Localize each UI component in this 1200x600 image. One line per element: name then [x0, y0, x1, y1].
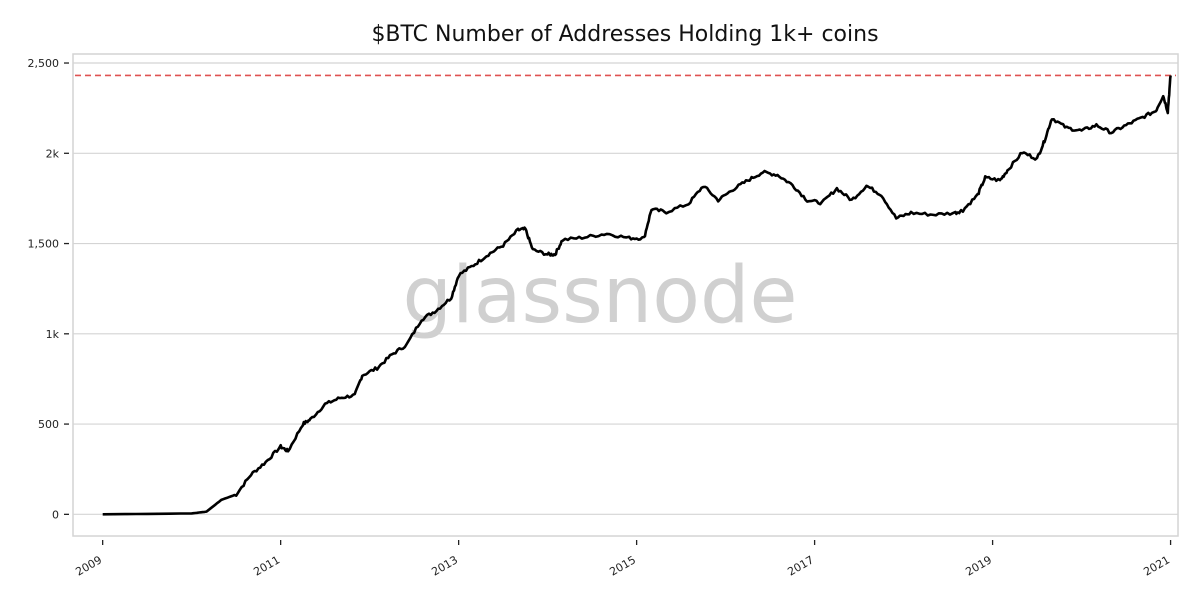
- x-tick-label: 2021: [1141, 553, 1172, 578]
- y-tick-label: 1,500: [28, 238, 60, 251]
- x-tick-label: 2013: [429, 553, 460, 578]
- x-tick-label: 2015: [607, 553, 638, 578]
- plot-frame: [72, 53, 1179, 537]
- y-tick-label: 1k: [46, 328, 60, 341]
- watermark: glassnode: [403, 251, 798, 341]
- x-tick-label: 2017: [785, 553, 816, 578]
- x-tick-label: 2019: [963, 553, 994, 578]
- x-tick-label: 2011: [251, 553, 282, 578]
- chart-title: $BTC Number of Addresses Holding 1k+ coi…: [371, 22, 878, 47]
- y-tick-label: 0: [52, 508, 59, 521]
- y-tick-label: 2,500: [28, 57, 60, 70]
- series-line: [102, 75, 1172, 516]
- y-tick-label: 2k: [46, 147, 60, 160]
- y-tick-label: 500: [38, 418, 59, 431]
- x-tick-label: 2009: [73, 553, 104, 578]
